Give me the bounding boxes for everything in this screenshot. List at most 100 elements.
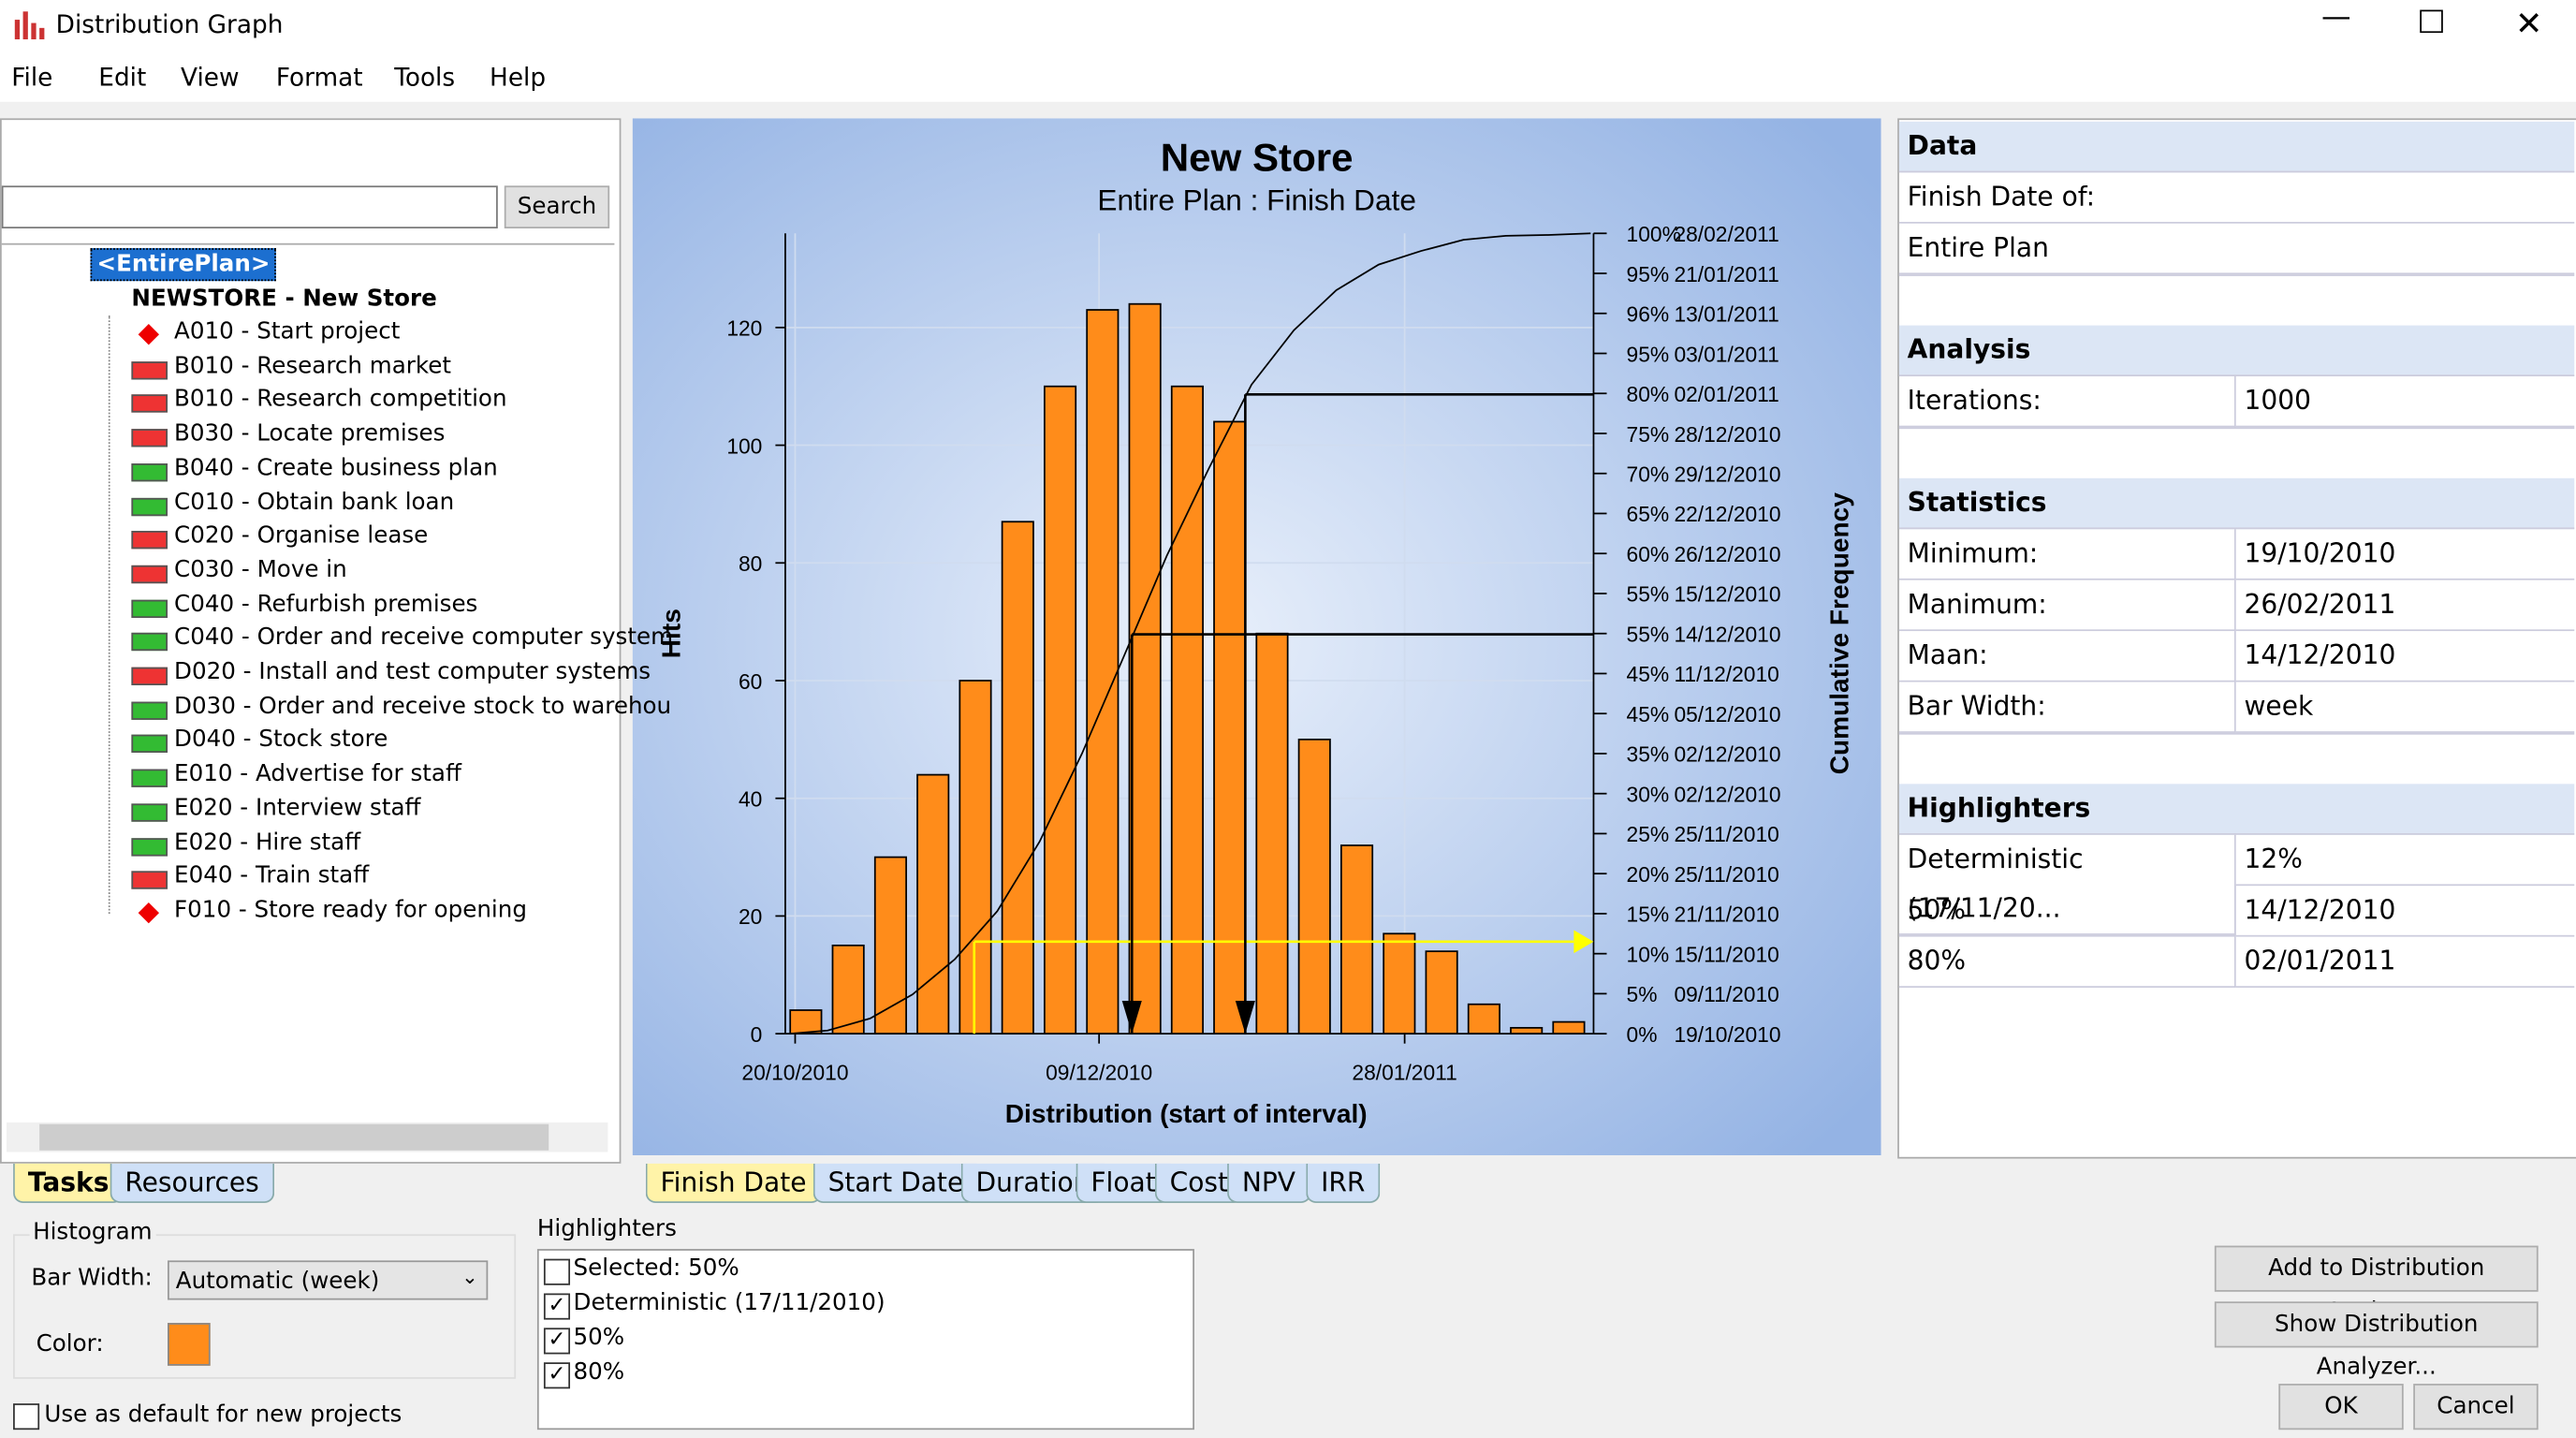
- y2-tick-label: 25%: [1627, 822, 1670, 846]
- tree-item[interactable]: E010 - Advertise for staff: [174, 760, 461, 788]
- checkbox-label: 80%: [573, 1358, 625, 1386]
- tree-item[interactable]: C040 - Order and receive computer system: [174, 624, 674, 652]
- tree-item[interactable]: C030 - Move in: [174, 556, 347, 583]
- tree-item[interactable]: D040 - Stock store: [174, 726, 388, 754]
- close[interactable]: ✕: [2515, 3, 2543, 43]
- tree-item[interactable]: D030 - Order and receive stock to wareho…: [174, 693, 672, 720]
- row-label: Bar Width:: [1898, 682, 2236, 733]
- tree-item[interactable]: E040 - Train staff: [174, 862, 370, 890]
- row-label: Entire Plan: [1898, 224, 2575, 275]
- add-button[interactable]: Add to Distribution Analyzer: [2214, 1245, 2539, 1325]
- highlighter-arrow: [1235, 1001, 1255, 1034]
- bar: [1383, 932, 1416, 1035]
- tab[interactable]: Resources: [110, 1163, 274, 1203]
- row-label: 50%: [1898, 886, 2236, 937]
- cancel-button[interactable]: Cancel: [2413, 1384, 2539, 1431]
- y2-tick-label: 55%: [1627, 582, 1670, 607]
- y2-tick-label: 10%: [1627, 942, 1670, 966]
- checkbox[interactable]: [543, 1258, 571, 1285]
- y2-tick-date: 14/12/2010: [1674, 622, 1780, 646]
- window-title: Distribution Graph: [55, 9, 284, 40]
- section-header: Highlighters: [1898, 784, 2575, 835]
- bar: [1255, 632, 1289, 1035]
- tree-item[interactable]: C010 - Obtain bank loan: [174, 489, 455, 516]
- checkbox[interactable]: ✓: [543, 1328, 571, 1355]
- tree-item[interactable]: B040 - Create business plan: [174, 454, 498, 481]
- bar: [916, 773, 950, 1035]
- menu-item[interactable]: Help: [490, 62, 547, 93]
- search-box[interactable]: [1, 185, 498, 229]
- y2-tick-label: 35%: [1627, 742, 1670, 767]
- tab[interactable]: IRR: [1306, 1163, 1381, 1203]
- section-header: Analysis: [1898, 325, 2575, 376]
- task-icon: [131, 497, 168, 516]
- tree-root[interactable]: <EntirePlan>: [90, 248, 277, 282]
- row-value: week: [2235, 682, 2575, 733]
- tree-item[interactable]: C040 - Refurbish premises: [174, 591, 478, 618]
- tree-item[interactable]: D020 - Install and test computer systems: [174, 658, 651, 686]
- row-value: 14/12/2010: [2235, 631, 2575, 682]
- y2-tick-date: 02/12/2010: [1674, 742, 1780, 767]
- tree-item[interactable]: B010 - Research market: [174, 352, 452, 379]
- group-label: Histogram: [29, 1219, 156, 1246]
- tree-item[interactable]: B010 - Research competition: [174, 387, 507, 414]
- task-icon: [131, 701, 168, 720]
- menu-item[interactable]: Tools: [394, 62, 456, 93]
- bar: [1552, 1020, 1586, 1035]
- row-value: 02/01/2011: [2235, 937, 2575, 988]
- tree-item[interactable]: A010 - Start project: [174, 318, 401, 345]
- tree-line: [108, 315, 110, 915]
- y2-tick-label: 80%: [1627, 382, 1670, 406]
- tree-item[interactable]: C020 - Organise lease: [174, 522, 429, 550]
- minimize[interactable]: —: [2320, 0, 2351, 35]
- ok-button[interactable]: OK: [2278, 1384, 2404, 1431]
- chart-title: New Store: [1161, 136, 1354, 180]
- menu-item[interactable]: Format: [275, 62, 363, 93]
- bar: [1001, 521, 1034, 1035]
- maximize[interactable]: [2420, 9, 2443, 34]
- y2-tick-date: 09/11/2010: [1674, 982, 1778, 1006]
- menu-item[interactable]: View: [181, 62, 240, 93]
- tree-item[interactable]: B030 - Locate premises: [174, 420, 446, 448]
- tab[interactable]: Float: [1076, 1163, 1171, 1203]
- row-label: Maan:: [1898, 631, 2236, 682]
- row-blank: [1898, 427, 2575, 430]
- menu-item[interactable]: File: [11, 62, 53, 93]
- y2-tick-label: 20%: [1627, 862, 1670, 887]
- y2-tick-label: 95%: [1627, 262, 1670, 286]
- color-swatch[interactable]: [168, 1323, 211, 1366]
- checkbox[interactable]: ✓: [543, 1362, 571, 1389]
- tab[interactable]: Start Date: [812, 1163, 979, 1203]
- tree-item[interactable]: F010 - Store ready for opening: [174, 897, 527, 924]
- label: Bar Width:: [31, 1265, 153, 1292]
- row-label: 80%: [1898, 936, 2236, 988]
- task-icon: [131, 769, 168, 788]
- bar-width-dropdown[interactable]: Automatic (week): [168, 1260, 489, 1300]
- tree-item[interactable]: E020 - Hire staff: [174, 829, 361, 856]
- checkbox[interactable]: ✓: [543, 1293, 571, 1320]
- y2-tick-label: 95%: [1627, 342, 1670, 366]
- bar: [1425, 950, 1458, 1035]
- tree-project[interactable]: NEWSTORE - New Store: [131, 286, 437, 313]
- task-icon: [131, 803, 168, 822]
- y2-tick-date: 02/01/2011: [1674, 382, 1778, 406]
- y2-tick-date: 19/10/2010: [1674, 1022, 1780, 1047]
- y2-tick-label: 5%: [1627, 982, 1658, 1006]
- scrollbar[interactable]: [7, 1122, 608, 1152]
- search-button[interactable]: Search: [504, 185, 610, 229]
- y2-tick-date: 15/12/2010: [1674, 582, 1780, 607]
- tab[interactable]: Finish Date: [645, 1163, 822, 1203]
- y-tick-label: 20: [739, 904, 762, 929]
- tab[interactable]: NPV: [1227, 1163, 1310, 1203]
- row-value: 14/12/2010: [2235, 886, 2575, 937]
- y2-tick-date: 25/11/2010: [1674, 862, 1778, 887]
- menu-item[interactable]: Edit: [98, 62, 147, 93]
- tree-item[interactable]: E020 - Interview staff: [174, 795, 421, 822]
- checkbox[interactable]: [13, 1403, 40, 1431]
- show-button[interactable]: Show Distribution Analyzer...: [2214, 1301, 2539, 1381]
- bar: [1128, 302, 1162, 1035]
- bar: [831, 944, 865, 1035]
- tab[interactable]: Tasks: [13, 1163, 124, 1203]
